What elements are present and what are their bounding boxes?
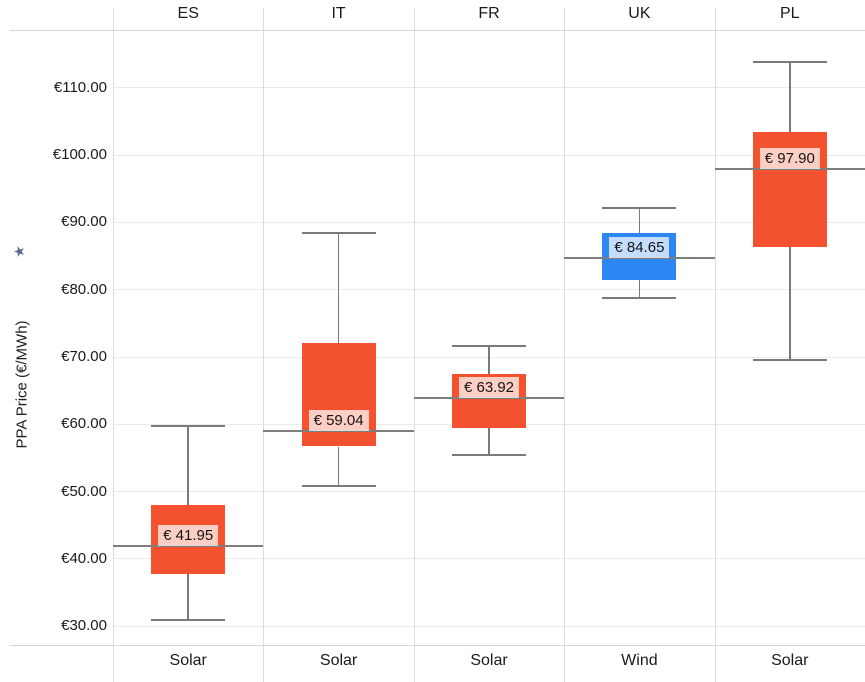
median-line <box>263 429 414 432</box>
whisker-min-cap <box>752 358 827 361</box>
whisker-upper-stem <box>789 61 791 132</box>
y-tick-label: €90.00 <box>61 213 107 231</box>
pin-star-icon[interactable]: ★ <box>10 241 28 261</box>
median-line <box>113 544 264 547</box>
y-tick-label: €100.00 <box>52 146 107 164</box>
facet-header-label: UK <box>628 5 651 22</box>
gridline <box>113 289 865 291</box>
category-axis-label: Wind <box>621 652 658 669</box>
gridline <box>113 491 865 493</box>
median-value-label: € 97.90 <box>759 148 820 170</box>
median-line <box>413 396 565 399</box>
facet-header-label: ES <box>177 5 199 22</box>
whisker-lower-stem <box>187 573 189 621</box>
y-axis-title: PPA Price (€/MWh) <box>13 320 31 449</box>
category-axis-label: Solar <box>771 652 809 669</box>
whisker-max-cap <box>602 207 677 210</box>
median-value-label: € 84.65 <box>609 237 670 259</box>
whisker-upper-stem <box>488 346 490 374</box>
median-line <box>564 257 715 260</box>
gridline <box>113 558 865 560</box>
column-separator <box>113 8 114 682</box>
whisker-lower-stem <box>638 280 641 298</box>
y-tick-label: €50.00 <box>61 482 107 500</box>
category-axis-label: Solar <box>470 652 508 669</box>
median-value-label: € 59.04 <box>308 409 369 431</box>
whisker-max-cap <box>752 60 827 63</box>
whisker-max-cap <box>151 425 226 428</box>
column-separator <box>714 8 716 682</box>
column-separator <box>413 8 415 682</box>
y-tick-label: €70.00 <box>61 348 107 365</box>
y-tick-label: €30.00 <box>61 617 107 635</box>
y-tick-label: €60.00 <box>61 415 107 433</box>
gridline <box>113 625 865 627</box>
plot-bottom-border <box>10 645 865 646</box>
gridline <box>113 221 865 223</box>
median-value-label: € 63.92 <box>458 376 520 398</box>
whisker-lower-stem <box>337 446 340 487</box>
category-axis-label: Solar <box>169 652 207 669</box>
column-separator <box>564 8 566 682</box>
whisker-min-cap <box>602 296 677 299</box>
gridline <box>113 154 865 156</box>
whisker-max-cap <box>452 345 526 348</box>
whisker-upper-stem <box>638 208 641 233</box>
gridline <box>113 87 865 89</box>
column-separator <box>263 8 265 682</box>
whisker-min-cap <box>452 454 526 457</box>
whisker-max-cap <box>301 232 376 235</box>
whisker-upper-stem <box>337 233 340 343</box>
whisker-upper-stem <box>187 426 189 506</box>
category-axis-label: Solar <box>319 652 358 669</box>
median-value-label: € 41.95 <box>158 524 219 546</box>
whisker-min-cap <box>151 619 226 622</box>
whisker-lower-stem <box>789 247 791 360</box>
whisker-lower-stem <box>488 427 490 456</box>
y-tick-label: €80.00 <box>61 280 107 298</box>
y-tick-label: €110.00 <box>53 78 107 96</box>
y-tick-label: €40.00 <box>61 549 107 567</box>
facet-header-label: PL <box>780 5 800 22</box>
facet-header-label: IT <box>331 5 346 22</box>
median-line <box>714 168 865 171</box>
facet-header-label: FR <box>478 5 500 22</box>
plot-top-border <box>10 30 865 31</box>
whisker-min-cap <box>301 485 376 488</box>
